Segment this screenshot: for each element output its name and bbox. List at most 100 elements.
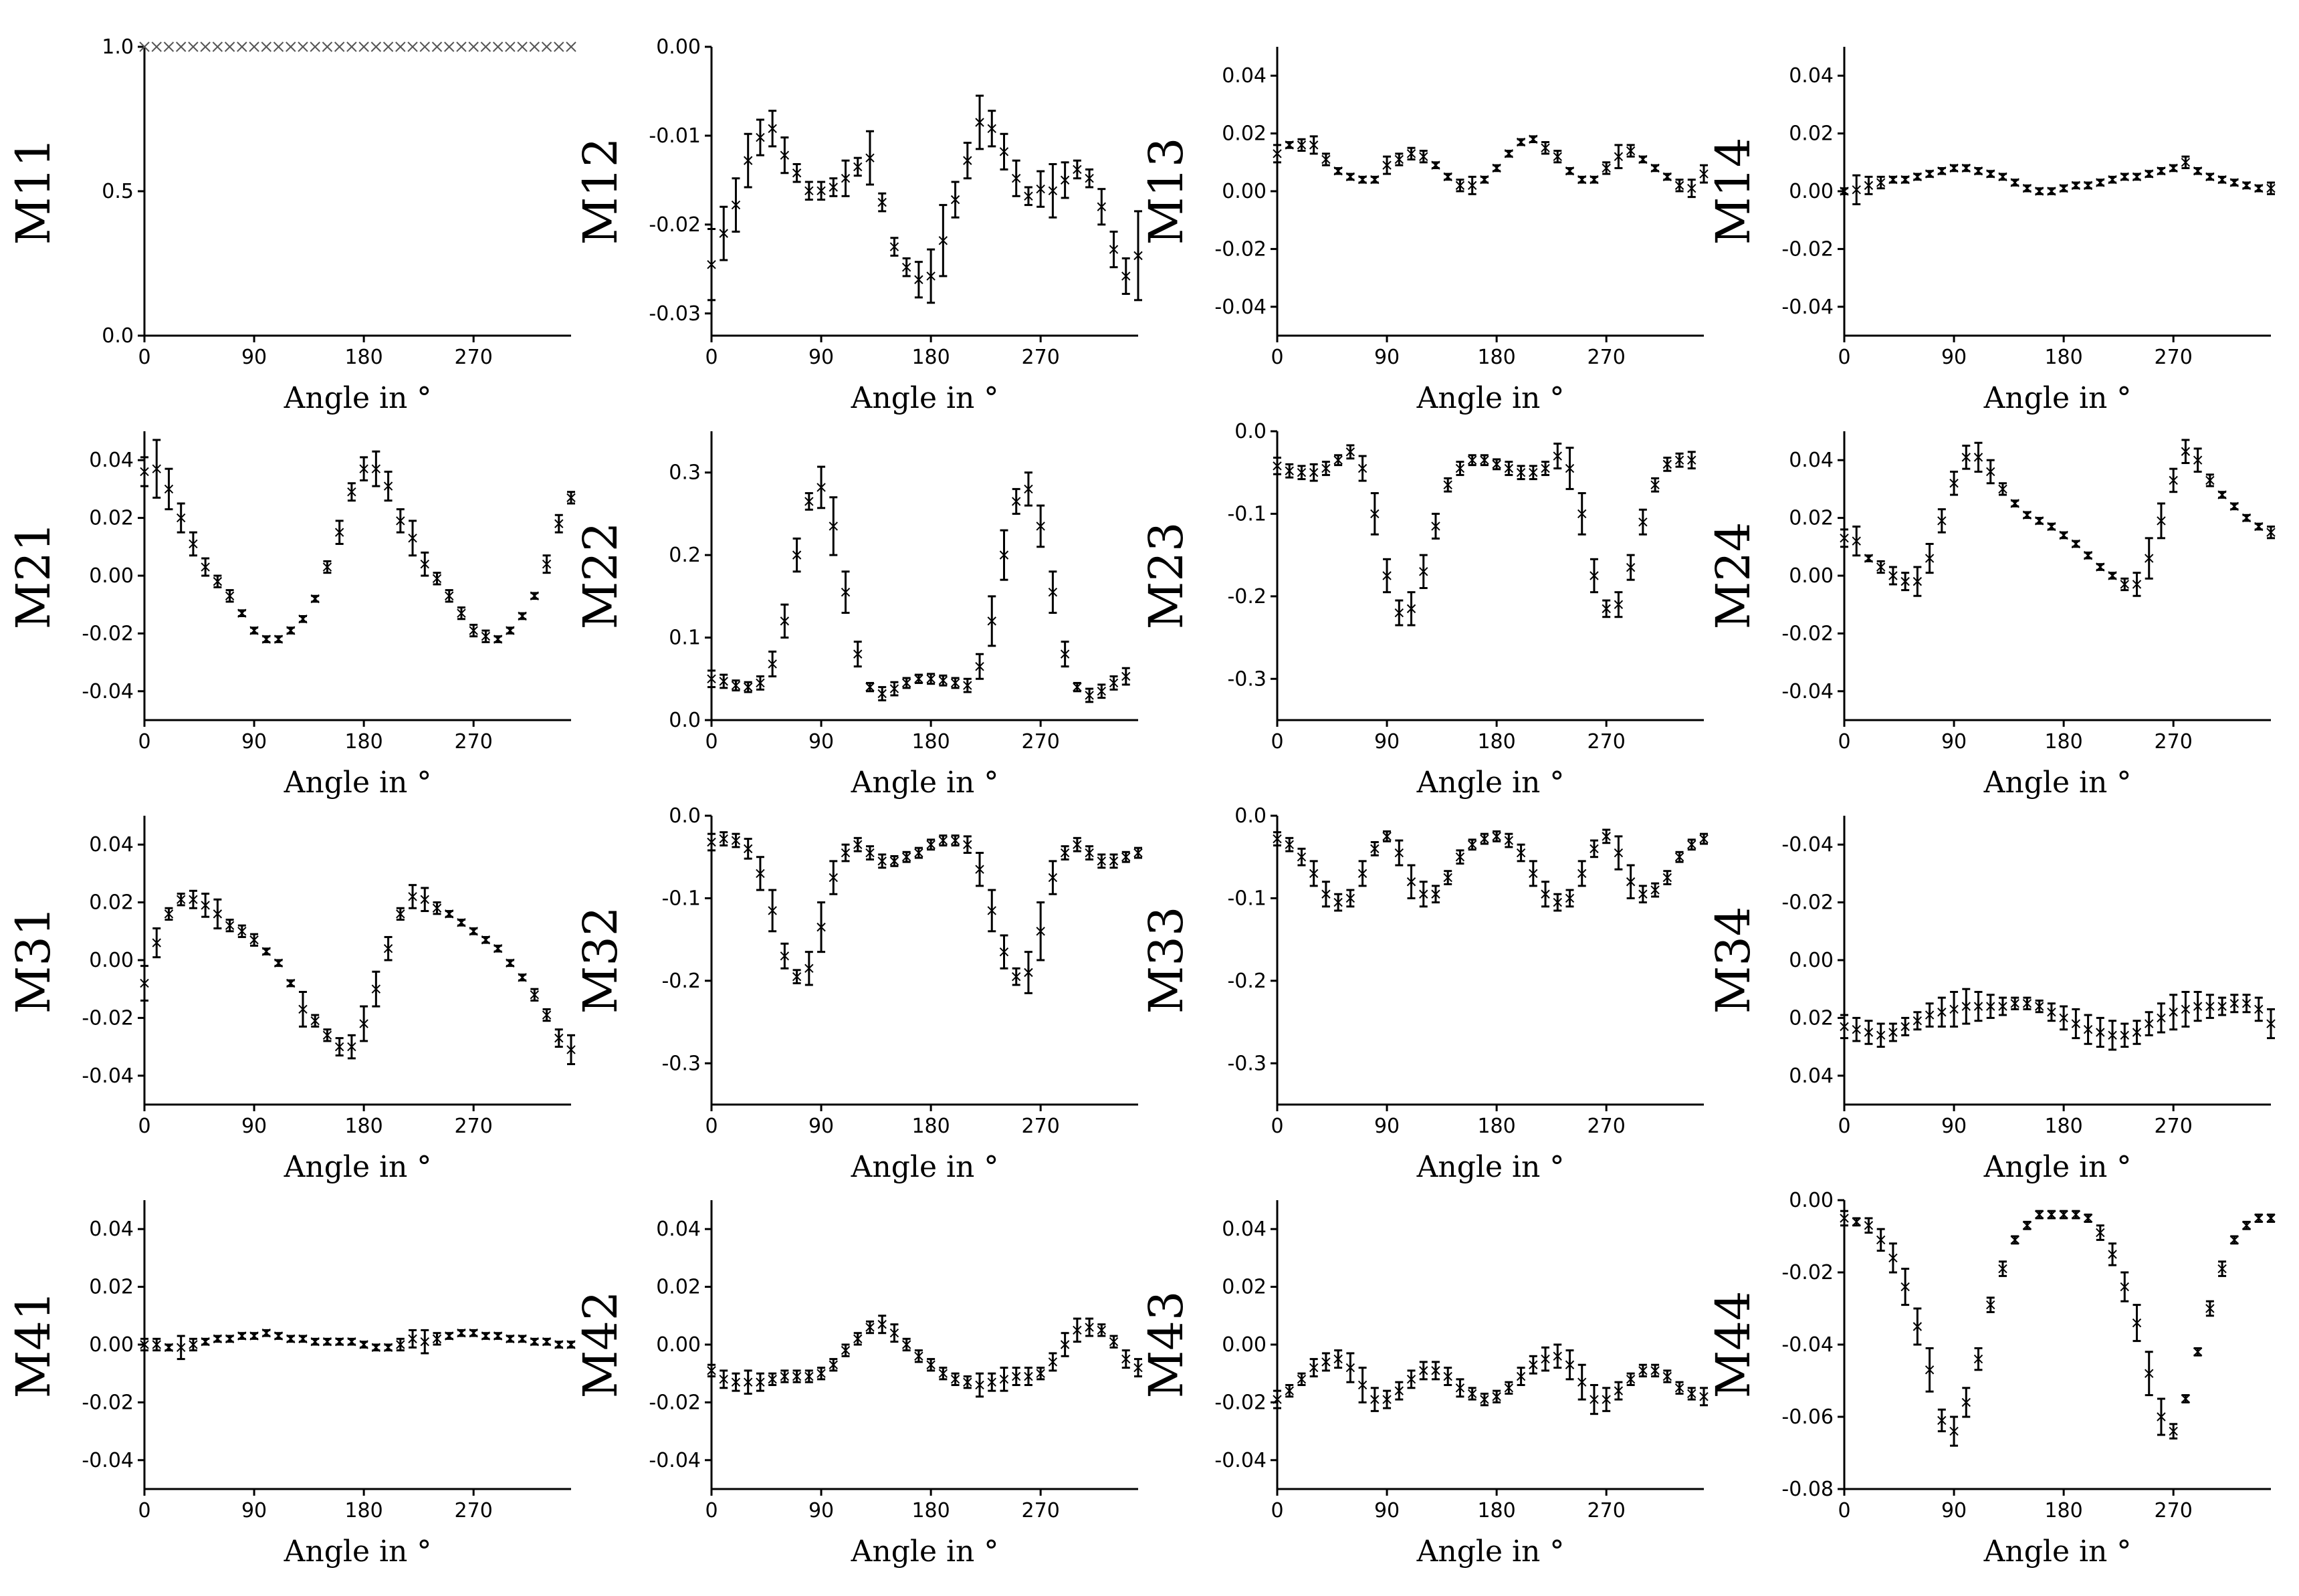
data-point: [2059, 1013, 2068, 1023]
data-point: [938, 1369, 948, 1378]
data-point: [431, 41, 443, 52]
data-point: [804, 1371, 814, 1381]
x-tick-label: 0: [1838, 730, 1850, 754]
data-point: [189, 1340, 198, 1349]
data-point: [1529, 869, 1538, 879]
y-tick-label: 0.1: [669, 626, 701, 650]
data-point: [865, 1323, 875, 1332]
data-point: [2083, 181, 2093, 191]
x-tick-label: 270: [2155, 1115, 2193, 1138]
data-point: [1085, 174, 1094, 183]
data-point: [1370, 1395, 1380, 1404]
data-point: [1553, 451, 1562, 461]
data-point: [2205, 172, 2215, 182]
data-point: [163, 41, 175, 52]
y-tick-label: 1.0: [102, 35, 134, 59]
data-point: [432, 1334, 442, 1344]
y-axis-label: M42: [573, 1291, 628, 1399]
data-point: [445, 1331, 454, 1341]
data-point: [225, 1334, 235, 1344]
x-tick-label: 0: [1271, 1115, 1283, 1138]
x-tick-label: 270: [1588, 1499, 1626, 1522]
x-axis-label: Angle in °: [851, 766, 999, 800]
data-point: [1888, 571, 1898, 580]
x-axis-label: Angle in °: [1983, 1150, 2132, 1184]
data-point: [273, 41, 284, 52]
data-point: [347, 487, 356, 497]
x-tick-label: 270: [1022, 346, 1060, 369]
data-point: [816, 1369, 826, 1378]
data-point: [1012, 972, 1021, 982]
data-point: [189, 539, 198, 549]
data-point: [1602, 163, 1611, 173]
x-tick-label: 270: [1588, 346, 1626, 369]
x-tick-label: 270: [1022, 730, 1060, 754]
data-point: [1467, 1389, 1477, 1399]
data-point: [1937, 166, 1947, 176]
data-point: [2254, 1214, 2264, 1223]
data-point: [2071, 1210, 2081, 1220]
data-point: [2145, 1369, 2154, 1378]
data-point: [1467, 840, 1477, 849]
data-point: [2157, 1013, 2166, 1023]
data-point: [1121, 671, 1131, 681]
data-point: [1345, 447, 1355, 457]
data-point: [999, 1375, 1009, 1384]
data-point: [2096, 562, 2105, 572]
data-point: [987, 124, 996, 133]
data-point: [1864, 554, 1874, 563]
data-point: [1321, 154, 1331, 164]
data-point: [1937, 516, 1947, 526]
data-point: [1541, 1354, 1550, 1364]
data-point: [1614, 152, 1624, 161]
y-axis-label: M34: [1706, 907, 1761, 1014]
data-point: [1662, 1371, 1672, 1381]
y-tick-label: -0.02: [1781, 891, 1834, 915]
data-point: [901, 1340, 911, 1349]
data-point: [237, 927, 247, 936]
data-point: [152, 464, 161, 473]
data-point: [201, 1337, 210, 1347]
data-point: [1109, 1337, 1119, 1347]
data-point: [1036, 927, 1045, 936]
data-point: [2022, 1221, 2032, 1230]
data-point: [310, 594, 320, 604]
data-point: [731, 836, 741, 845]
data-point: [1073, 682, 1082, 692]
x-axis-label: Angle in °: [851, 1150, 999, 1184]
x-axis-label: Angle in °: [851, 381, 999, 415]
data-point: [1492, 459, 1501, 469]
y-tick-label: 0.04: [1222, 64, 1267, 88]
data-point: [2108, 1030, 2117, 1040]
data-point: [139, 41, 150, 52]
y-tick-label: -0.02: [82, 1006, 134, 1030]
data-point: [1467, 455, 1477, 465]
data-point: [719, 1375, 728, 1384]
data-point: [1541, 143, 1550, 152]
data-point: [445, 591, 454, 600]
y-axis-label: M33: [1139, 907, 1194, 1014]
data-point: [249, 1331, 259, 1341]
data-point: [518, 973, 527, 982]
data-point: [2047, 1210, 2056, 1220]
data-point: [1419, 1366, 1428, 1375]
data-point: [2120, 1030, 2129, 1040]
x-tick-label: 90: [1941, 1115, 1967, 1138]
data-point: [1852, 536, 1861, 546]
data-point: [2157, 166, 2166, 176]
chart-m22: 0 90 180 270 0.0 0.1 0.2 0.3 Angle in ° M22: [573, 431, 1138, 800]
x-tick-label: 0: [138, 346, 150, 369]
data-point: [707, 259, 716, 269]
x-axis-label: Angle in °: [1983, 1534, 2132, 1569]
data-point: [1431, 522, 1440, 531]
data-point: [370, 41, 382, 52]
data-point: [1467, 181, 1477, 191]
data-point: [224, 41, 235, 52]
data-point: [382, 41, 394, 52]
y-tick-label: -0.02: [1781, 622, 1834, 645]
data-point: [2010, 499, 2019, 508]
y-tick-label: 0.02: [1222, 1276, 1267, 1299]
data-point: [792, 550, 802, 560]
data-point: [212, 41, 223, 52]
data-point: [261, 947, 271, 956]
